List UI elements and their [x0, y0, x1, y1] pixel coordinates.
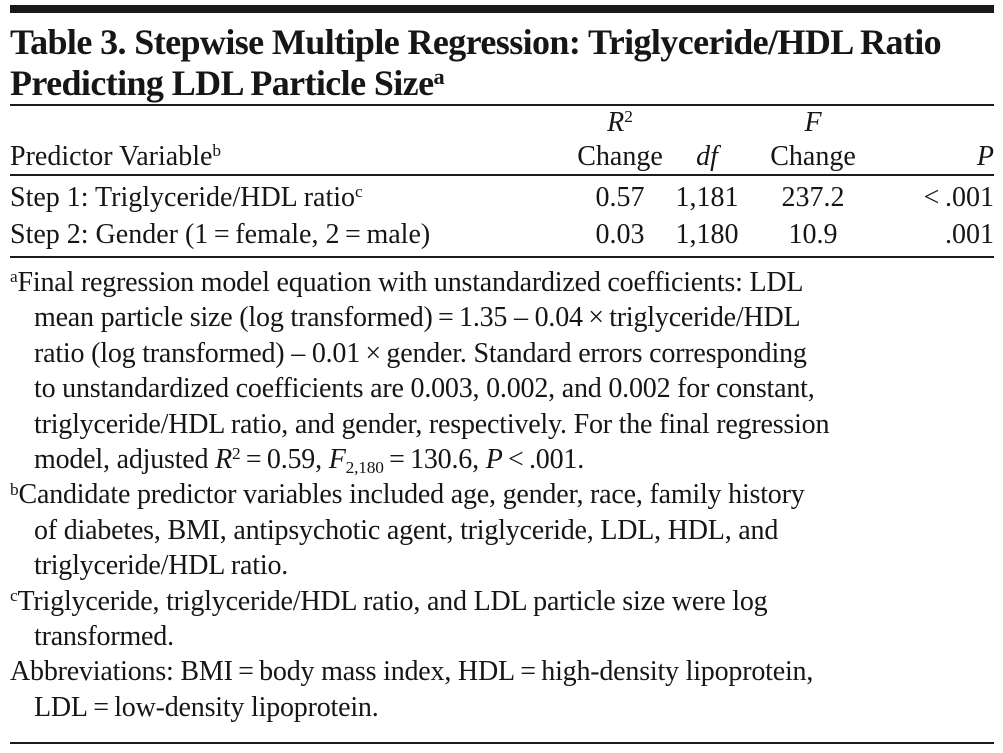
header-p: P: [976, 141, 994, 172]
footnote-text: Final regression model equation with uns…: [17, 267, 830, 476]
table-row-step1: Step 1: Triglyceride/HDL ratioc 0.57 1,1…: [10, 176, 994, 216]
table-title: Table 3. Stepwise Multiple Regression: T…: [10, 22, 994, 104]
header-r2-change: R2 Change: [577, 107, 663, 172]
footnote-marker: a: [10, 267, 18, 287]
footnote-text: Triglyceride, triglyceride/HDL ratio, an…: [17, 585, 768, 653]
top-rule-bar: [10, 5, 994, 13]
footnote: Abbreviations: BMI = body mass index, HD…: [10, 654, 994, 725]
cell-step1-predictor: Step 1: Triglyceride/HDL ratioc: [10, 182, 363, 213]
stats-table: Predictor Variableb R2 Change df F Chang…: [10, 106, 994, 174]
cell-step2-r2-change: 0.03: [595, 219, 645, 250]
cell-step1-r2-change: 0.57: [595, 182, 645, 213]
table-row-step2: Step 2: Gender (1 = female, 2 = male) 0.…: [10, 216, 994, 256]
footnotes: aFinal regression model equation with un…: [10, 258, 994, 725]
cell-step1-p: < .001: [923, 182, 994, 213]
cell-step2-df: 1,180: [675, 219, 739, 250]
cell-step1-superscript: c: [355, 182, 363, 202]
table-title-line1: Table 3. Stepwise Multiple Regression: T…: [10, 22, 942, 62]
cell-step2-p: .001: [945, 219, 994, 250]
stats-table-body: Step 1: Triglyceride/HDL ratioc 0.57 1,1…: [10, 176, 994, 256]
header-predictor-superscript: b: [212, 141, 222, 161]
footnote: bCandidate predictor variables included …: [10, 477, 994, 583]
stats-table-header: Predictor Variableb R2 Change df F Chang…: [10, 106, 994, 174]
rule-below-title: [10, 104, 994, 106]
header-predictor-variable: Predictor Variableb: [10, 141, 222, 172]
footnote-text: R: [215, 444, 233, 476]
footnote: aFinal regression model equation with un…: [10, 265, 994, 477]
footnote-text: 2: [232, 444, 241, 464]
table-title-line2: Predicting LDL Particle Size: [10, 63, 434, 103]
footnote-text: Candidate predictor variables included a…: [18, 479, 805, 582]
cell-step2-predictor: Step 2: Gender (1 = female, 2 = male): [10, 219, 431, 250]
footnote-text: P: [485, 444, 503, 476]
header-df: df: [696, 141, 718, 172]
footnote-marker: b: [10, 479, 19, 499]
footnote-text: F: [328, 444, 346, 476]
footnote: cTriglyceride, triglyceride/HDL ratio, a…: [10, 584, 994, 655]
cell-step1-f-change: 237.2: [781, 182, 845, 213]
footnote-text: = 0.59,: [240, 444, 329, 476]
rule-below-header: [10, 174, 994, 176]
rule-below-rows: [10, 256, 994, 258]
footnote-text: 2,180: [345, 457, 384, 477]
footnote-text: = 130.6,: [383, 444, 486, 476]
table-figure: Table 3. Stepwise Multiple Regression: T…: [10, 0, 994, 725]
footnote-text: Abbreviations: BMI = body mass index, HD…: [10, 656, 814, 723]
header-f-change: F Change: [770, 107, 856, 172]
bottom-rule: [10, 742, 994, 744]
footnote-text: < .001.: [502, 444, 584, 476]
cell-step1-df: 1,181: [675, 182, 739, 213]
cell-step2-f-change: 10.9: [788, 219, 838, 250]
table-title-superscript: a: [433, 63, 445, 89]
footnote-marker: c: [10, 585, 18, 605]
